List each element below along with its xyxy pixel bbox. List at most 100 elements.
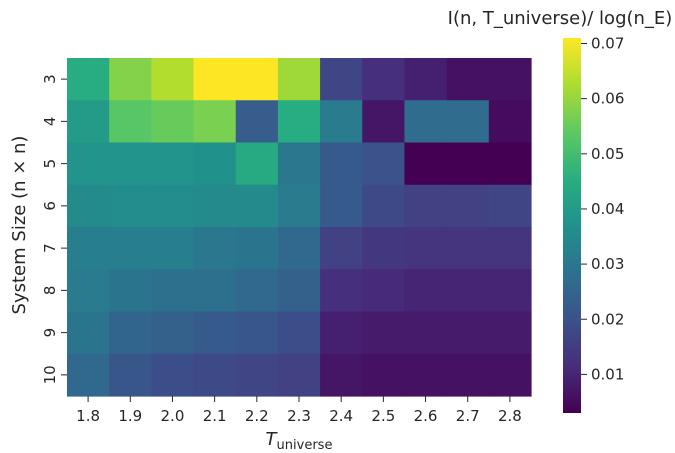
heatmap-cell bbox=[446, 184, 490, 228]
heatmap-cell bbox=[235, 184, 279, 228]
heatmap-cell bbox=[67, 353, 110, 397]
heatmap-cell bbox=[446, 353, 490, 397]
colorbar-tick-label: 0.03 bbox=[591, 255, 624, 273]
heatmap-cell bbox=[277, 100, 321, 144]
heatmap-cell bbox=[193, 311, 237, 355]
heatmap-cell bbox=[67, 269, 110, 313]
colorbar-tick-label: 0.02 bbox=[591, 310, 624, 328]
heatmap-cell bbox=[362, 184, 406, 228]
heatmap-cell bbox=[109, 58, 152, 101]
x-tick-label: 2.7 bbox=[456, 407, 480, 425]
heatmap-cells bbox=[67, 58, 532, 397]
heatmap-cell bbox=[446, 227, 490, 270]
heatmap-cell bbox=[235, 142, 279, 186]
colorbar-tick-label: 0.04 bbox=[591, 200, 624, 218]
heatmap-cell bbox=[488, 353, 532, 397]
heatmap-cell bbox=[320, 58, 363, 101]
y-axis-ticks: 3 4 5 6 7 8 9 10 bbox=[41, 74, 67, 384]
heatmap-cell bbox=[488, 58, 532, 101]
heatmap-cell bbox=[320, 227, 363, 270]
heatmap-cell bbox=[362, 58, 406, 101]
heatmap-cell bbox=[488, 269, 532, 313]
heatmap-cell bbox=[235, 353, 279, 397]
heatmap-cell bbox=[235, 227, 279, 270]
heatmap-cell bbox=[151, 184, 195, 228]
heatmap-cell bbox=[362, 100, 406, 144]
x-tick-label: 2.3 bbox=[287, 407, 311, 425]
heatmap-cell bbox=[404, 142, 448, 186]
x-axis-label-sub: universe bbox=[277, 438, 333, 453]
heatmap-cell bbox=[320, 269, 363, 313]
heatmap-cell bbox=[488, 184, 532, 228]
y-tick-label: 6 bbox=[41, 201, 59, 211]
heatmap-cell bbox=[362, 353, 406, 397]
heatmap-cell bbox=[235, 311, 279, 355]
heatmap-cell bbox=[151, 269, 195, 313]
x-tick-label: 2.1 bbox=[203, 407, 227, 425]
y-tick-label: 10 bbox=[41, 365, 59, 384]
heatmap-cell bbox=[320, 184, 363, 228]
heatmap-cell bbox=[193, 353, 237, 397]
heatmap-cell bbox=[446, 100, 490, 144]
heatmap-cell bbox=[446, 142, 490, 186]
heatmap-cell bbox=[193, 227, 237, 270]
x-tick-label: 2.0 bbox=[161, 407, 185, 425]
y-tick-label: 8 bbox=[41, 286, 59, 296]
heatmap-cell bbox=[109, 227, 152, 270]
heatmap-cell bbox=[404, 58, 448, 101]
heatmap-cell bbox=[277, 184, 321, 228]
heatmap-cell bbox=[404, 227, 448, 270]
heatmap-cell bbox=[67, 311, 110, 355]
heatmap-cell bbox=[362, 142, 406, 186]
heatmap-cell bbox=[109, 353, 152, 397]
x-tick-label: 1.9 bbox=[118, 407, 142, 425]
heatmap-cell bbox=[446, 58, 490, 101]
heatmap-cell bbox=[193, 184, 237, 228]
heatmap-cell bbox=[235, 100, 279, 144]
heatmap-cell bbox=[67, 227, 110, 270]
heatmap-cell bbox=[277, 353, 321, 397]
heatmap-cell bbox=[446, 269, 490, 313]
colorbar-tick-label: 0.05 bbox=[591, 145, 624, 163]
x-tick-label: 2.8 bbox=[498, 407, 522, 425]
heatmap-cell bbox=[320, 100, 363, 144]
heatmap-cell bbox=[109, 142, 152, 186]
heatmap-cell bbox=[67, 184, 110, 228]
heatmap-cell bbox=[277, 269, 321, 313]
colorbar-title: I(n, T_universe)/ log(n_E) bbox=[448, 8, 673, 29]
colorbar-ticks: 0.01 0.02 0.03 0.04 0.05 0.06 0.07 bbox=[581, 35, 624, 383]
heatmap-cell bbox=[193, 269, 237, 313]
heatmap-cell bbox=[277, 227, 321, 270]
heatmap-cell bbox=[109, 269, 152, 313]
heatmap-cell bbox=[151, 58, 195, 101]
colorbar-tick-label: 0.06 bbox=[591, 90, 624, 108]
heatmap-cell bbox=[193, 58, 237, 101]
heatmap-cell bbox=[277, 142, 321, 186]
x-axis-ticks: 1.8 1.9 2.0 2.1 2.2 2.3 2.4 2.5 2.6 2.7 2.8 bbox=[76, 396, 522, 425]
heatmap-cell bbox=[109, 311, 152, 355]
x-tick-label: 2.4 bbox=[329, 407, 353, 425]
x-tick-label: 1.8 bbox=[76, 407, 100, 425]
heatmap-cell bbox=[151, 353, 195, 397]
heatmap-cell bbox=[320, 353, 363, 397]
heatmap-cell bbox=[320, 142, 363, 186]
x-tick-label: 2.5 bbox=[371, 407, 395, 425]
heatmap-cell bbox=[151, 142, 195, 186]
colorbar bbox=[563, 38, 581, 413]
x-tick-label: 2.6 bbox=[414, 407, 438, 425]
y-tick-label: 3 bbox=[41, 74, 59, 84]
heatmap-cell bbox=[151, 311, 195, 355]
heatmap-cell bbox=[67, 100, 110, 144]
heatmap-cell bbox=[277, 58, 321, 101]
heatmap-cell bbox=[404, 353, 448, 397]
colorbar-tick-label: 0.01 bbox=[591, 365, 624, 383]
x-axis-label: Tuniverse bbox=[266, 429, 333, 453]
heatmap-cell bbox=[362, 227, 406, 270]
heatmap-cell bbox=[109, 100, 152, 144]
heatmap-cell bbox=[277, 311, 321, 355]
heatmap-cell bbox=[404, 100, 448, 144]
heatmap-cell bbox=[67, 142, 110, 186]
x-axis-label-main: T bbox=[266, 429, 279, 450]
